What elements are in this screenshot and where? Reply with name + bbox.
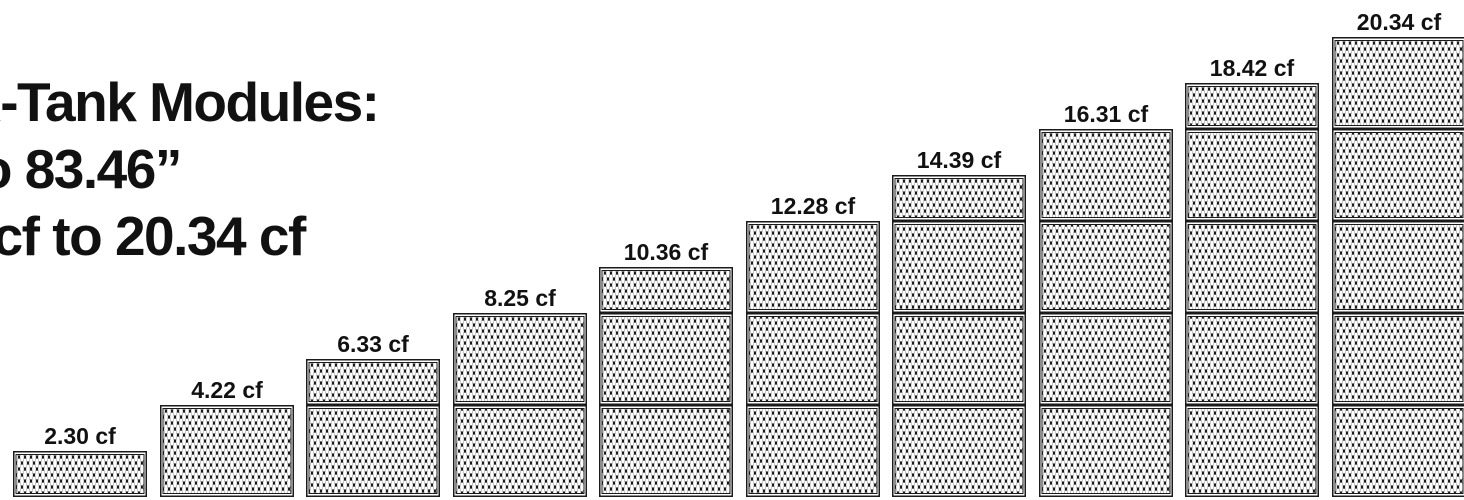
- module-stack: [892, 175, 1026, 497]
- module-panel: [1332, 37, 1464, 129]
- module-panel: [892, 313, 1026, 405]
- module-panel: [1039, 129, 1173, 221]
- module-panel: [892, 175, 1026, 221]
- module-panel: [160, 405, 294, 497]
- module-panel: [1185, 83, 1319, 129]
- module-panel: [306, 359, 440, 405]
- module-stack: [453, 313, 587, 497]
- module-panel: [599, 405, 733, 497]
- module-panel: [1039, 221, 1173, 313]
- module-panel: [13, 451, 147, 497]
- title-line-2: to 83.46”: [0, 138, 182, 200]
- module-panel: [599, 267, 733, 313]
- module-volume-label: 10.36 cf: [623, 239, 709, 265]
- module-volume-label: 18.42 cf: [1209, 55, 1295, 81]
- module-volume-label: 8.25 cf: [484, 285, 556, 311]
- module-panel: [746, 405, 880, 497]
- module-volume-label: 4.22 cf: [191, 377, 263, 403]
- module-panel: [746, 221, 880, 313]
- module-volume-label: 20.34 cf: [1356, 9, 1442, 35]
- module-panel: [1332, 129, 1464, 221]
- module-stack: [746, 221, 880, 497]
- module-panel: [892, 405, 1026, 497]
- module-stack: [599, 267, 733, 497]
- module-stack: [1332, 37, 1464, 497]
- module-panel: [453, 313, 587, 405]
- module-panel: [1185, 405, 1319, 497]
- module-volume-label: 14.39 cf: [916, 147, 1002, 173]
- module-panel: [1185, 129, 1319, 221]
- module-panel: [1039, 405, 1173, 497]
- title-line-3: ) cf to 20.34 cf: [0, 205, 306, 267]
- module-panel: [599, 313, 733, 405]
- module-volume-label: 16.31 cf: [1063, 101, 1149, 127]
- module-panel: [306, 405, 440, 497]
- module-panel: [892, 221, 1026, 313]
- module-stack: [306, 359, 440, 497]
- module-panel: [1332, 405, 1464, 497]
- module-stack: [1039, 129, 1173, 497]
- module-volume-label: 12.28 cf: [770, 193, 856, 219]
- module-panel: [1039, 313, 1173, 405]
- module-volume-label: 6.33 cf: [337, 331, 409, 357]
- module-panel: [1185, 221, 1319, 313]
- module-panel: [1332, 313, 1464, 405]
- title-block: R-Tank Modules: to 83.46” ) cf to 20.34 …: [0, 72, 432, 272]
- title-line-1: R-Tank Modules:: [0, 72, 380, 133]
- module-stack: [1185, 83, 1319, 497]
- module-stack: [13, 451, 147, 497]
- module-stack: [160, 405, 294, 497]
- module-panel: [746, 313, 880, 405]
- module-panel: [453, 405, 587, 497]
- module-volume-label: 2.30 cf: [44, 423, 116, 449]
- module-panel: [1332, 221, 1464, 313]
- module-panel: [1185, 313, 1319, 405]
